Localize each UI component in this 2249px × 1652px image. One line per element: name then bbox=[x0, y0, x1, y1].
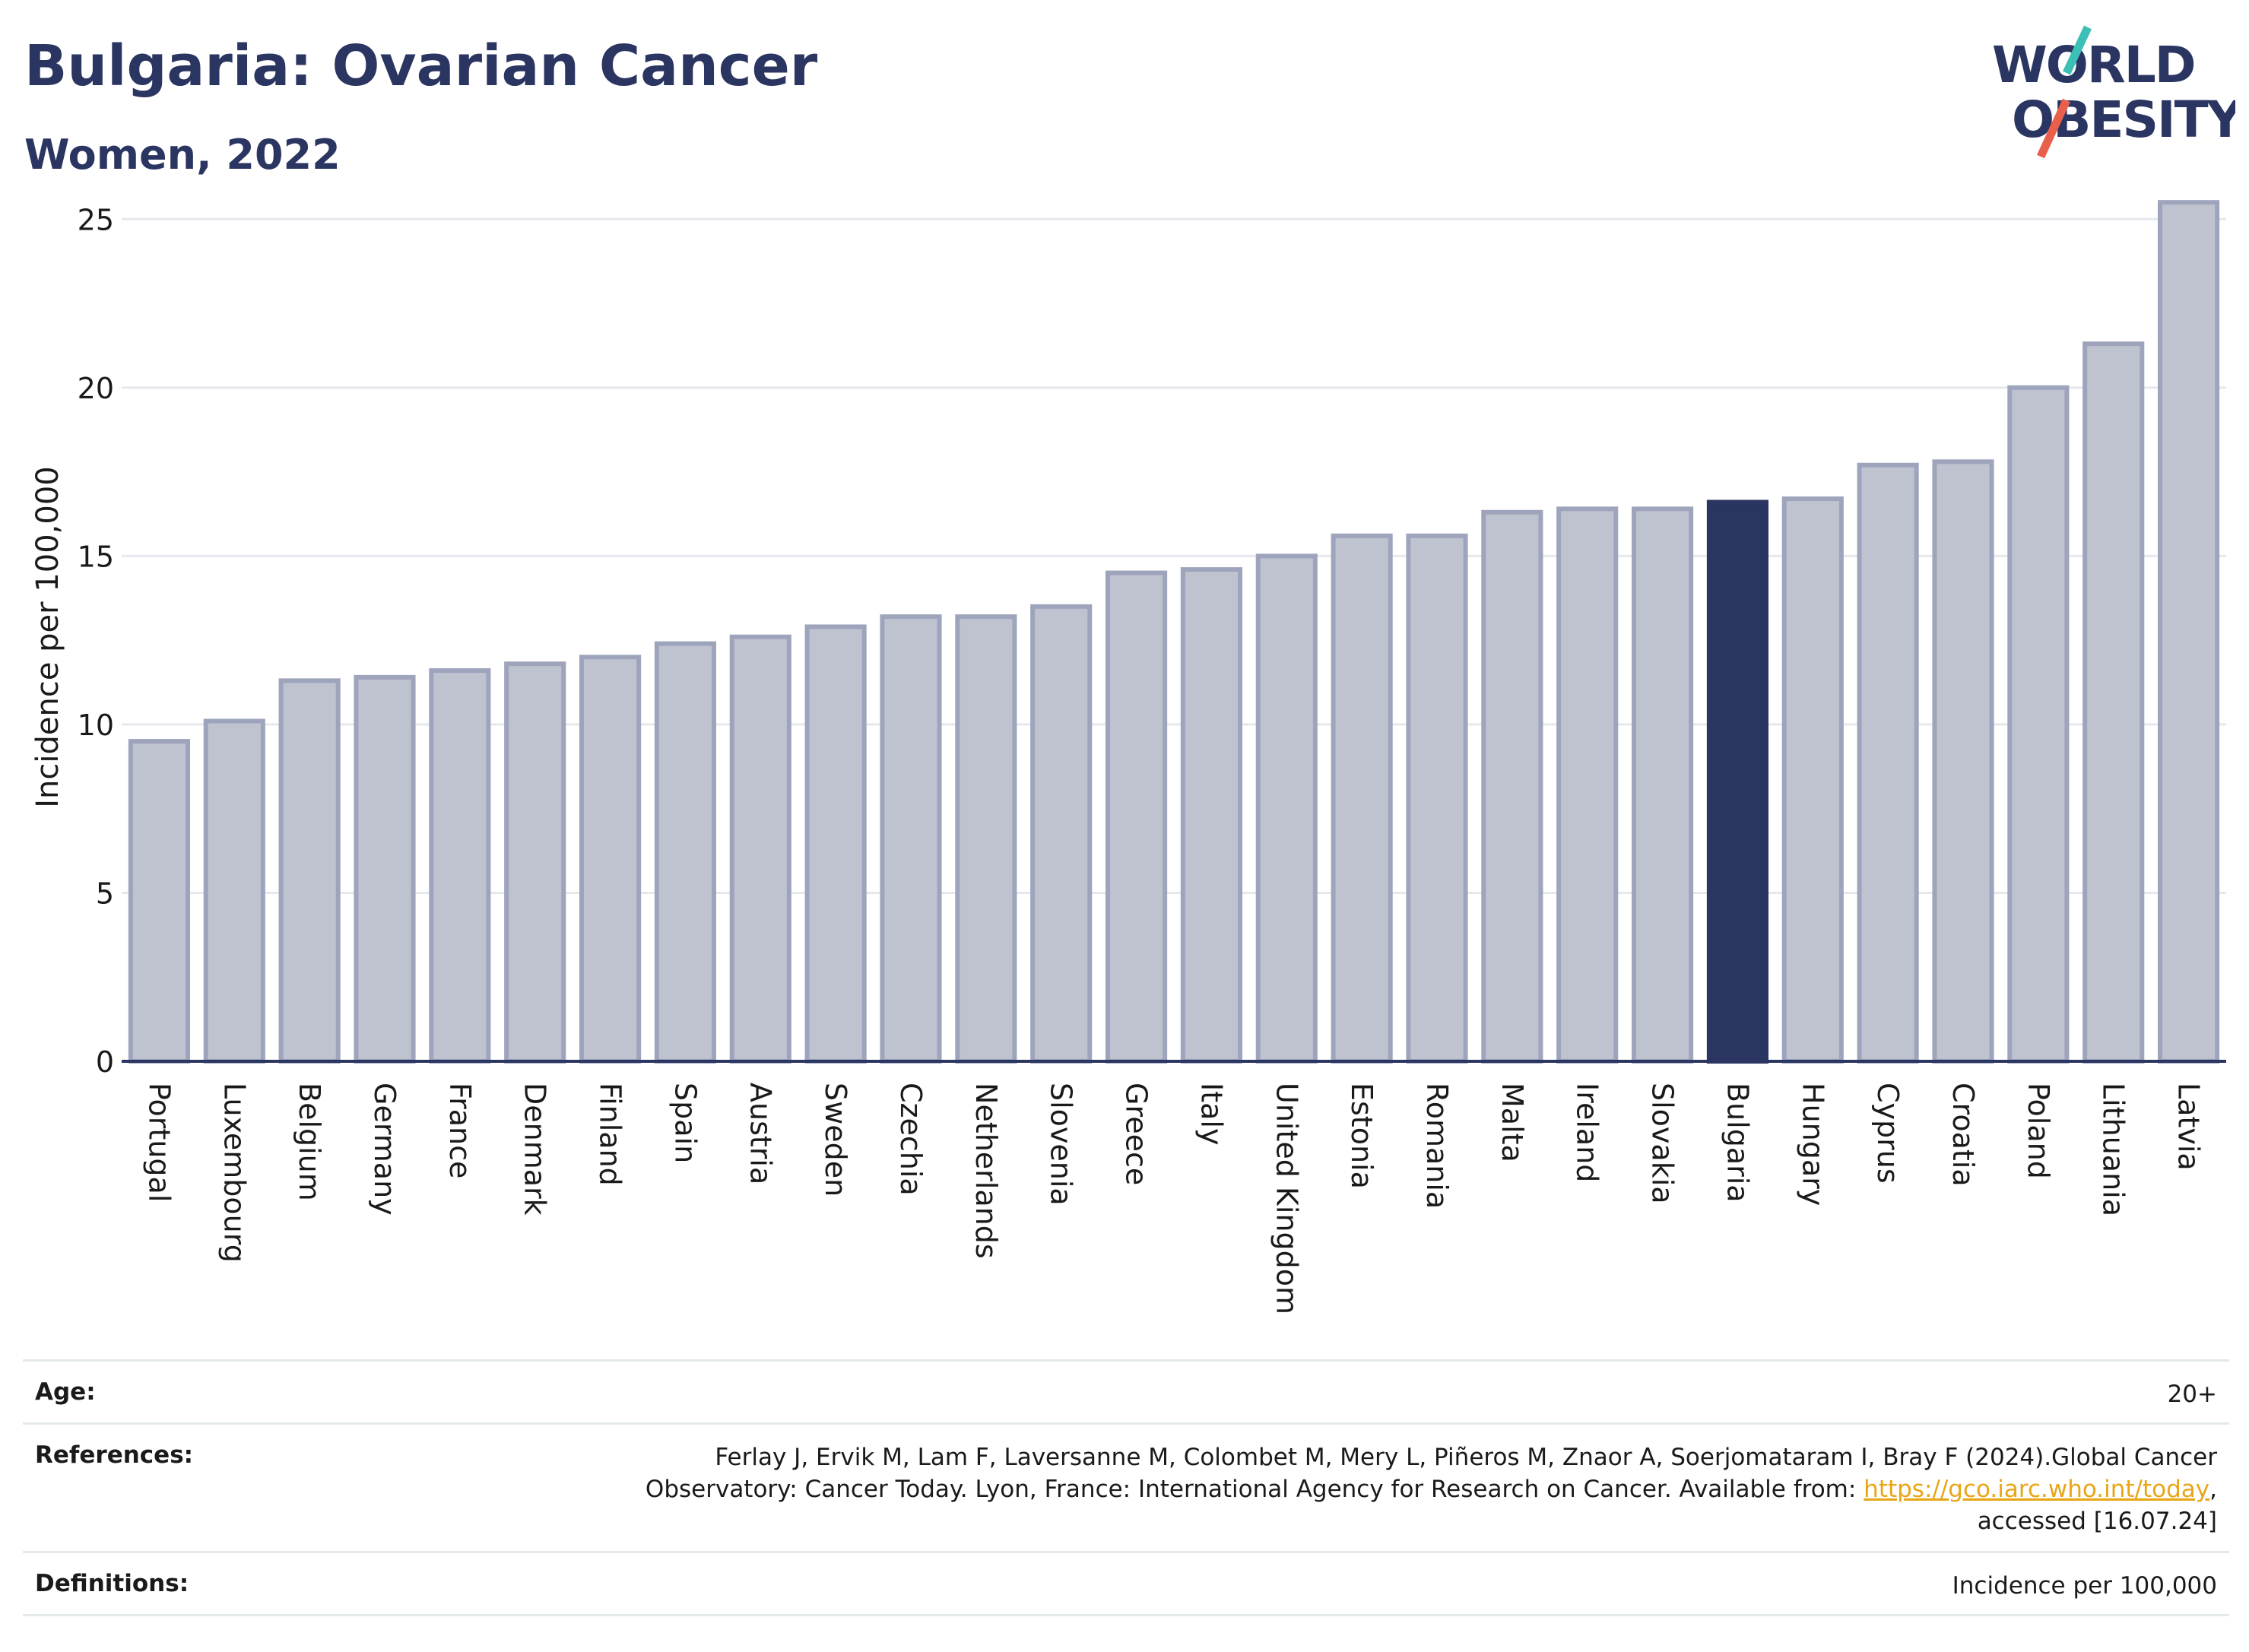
bar bbox=[1331, 533, 1393, 1064]
x-tick-label: Cyprus bbox=[1871, 1083, 1905, 1184]
bar bbox=[955, 614, 1017, 1064]
bar-chart: 0 5 10 15 20 25 Portugal Luxembourg Belgium Germ… bbox=[30, 200, 2226, 1314]
bar bbox=[429, 668, 491, 1064]
bar bbox=[1481, 509, 1543, 1064]
bar bbox=[1781, 496, 1844, 1064]
x-tick-label: United Kingdom bbox=[1270, 1083, 1303, 1314]
bars bbox=[128, 200, 2220, 1064]
x-tick-label: Germany bbox=[368, 1083, 401, 1216]
world-obesity-logo: WORLD OBESITY bbox=[1992, 25, 2235, 159]
x-tick-label: Poland bbox=[2022, 1083, 2055, 1179]
x-tick-label: Malta bbox=[1496, 1083, 1529, 1162]
bar-chart-svg: 0 5 10 15 20 25 Portugal Luxembourg Belgium Germ… bbox=[30, 200, 2226, 1314]
x-tick-label: Netherlands bbox=[969, 1083, 1003, 1259]
x-tick-label: France bbox=[443, 1083, 477, 1178]
y-tick-labels: 0 5 10 15 20 25 bbox=[78, 203, 114, 1079]
info-row-references: References: Ferlay J, Ervik M, Lam F, La… bbox=[23, 1422, 2229, 1551]
bar bbox=[579, 655, 642, 1064]
x-tick-labels: Portugal Luxembourg Belgium Germany France De… bbox=[142, 1083, 2205, 1314]
logo-line-1: WORLD bbox=[1992, 36, 2195, 94]
references-value: Ferlay J, Ervik M, Lam F, Laversanne M, … bbox=[646, 1441, 2229, 1537]
definitions-value: Incidence per 100,000 bbox=[1952, 1572, 2217, 1600]
y-axis-label: Incidence per 100,000 bbox=[30, 466, 65, 808]
bar bbox=[1030, 604, 1093, 1064]
bar bbox=[1556, 506, 1619, 1064]
bar bbox=[1857, 462, 1919, 1064]
x-tick-label: Hungary bbox=[1796, 1083, 1829, 1206]
references-line-2-text: Observatory: Cancer Today. Lyon, France:… bbox=[645, 1476, 1864, 1503]
bar bbox=[880, 614, 942, 1064]
bar bbox=[654, 641, 716, 1064]
info-row-age: Age: 20+ bbox=[23, 1359, 2229, 1422]
y-tick-label: 10 bbox=[78, 709, 114, 742]
y-tick-label: 15 bbox=[78, 540, 114, 573]
y-tick-label: 25 bbox=[78, 203, 114, 236]
bar bbox=[2082, 341, 2145, 1064]
references-label: References: bbox=[35, 1441, 194, 1469]
y-tick-label: 0 bbox=[96, 1045, 114, 1079]
bar bbox=[1406, 533, 1468, 1064]
logo-slash-coral bbox=[2037, 98, 2070, 159]
bar bbox=[1105, 570, 1168, 1064]
x-tick-label: Austria bbox=[744, 1083, 777, 1184]
page-title: Bulgaria: Ovarian Cancer bbox=[24, 33, 818, 99]
bar bbox=[2007, 385, 2070, 1064]
bar bbox=[1255, 553, 1318, 1064]
page-subtitle: Women, 2022 bbox=[24, 131, 341, 179]
age-label: Age: bbox=[35, 1378, 96, 1406]
x-tick-label: Ireland bbox=[1571, 1083, 1604, 1182]
x-tick-label: Lithuania bbox=[2097, 1083, 2130, 1216]
references-line-1: Ferlay J, Ervik M, Lam F, Laversanne M, … bbox=[715, 1444, 2217, 1471]
info-row-definitions: Definitions: Incidence per 100,000 bbox=[23, 1551, 2229, 1616]
bar bbox=[1632, 506, 1694, 1064]
y-tick-label: 5 bbox=[96, 877, 114, 910]
info-table: Age: 20+ References: Ferlay J, Ervik M, … bbox=[23, 1359, 2229, 1616]
bar bbox=[354, 674, 416, 1064]
references-line-3: accessed [16.07.24] bbox=[1977, 1508, 2217, 1535]
x-tick-label: Slovakia bbox=[1646, 1083, 1680, 1204]
bar bbox=[504, 661, 566, 1064]
x-tick-label: Latvia bbox=[2172, 1083, 2206, 1171]
x-tick-label: Slovenia bbox=[1045, 1083, 1078, 1206]
bar bbox=[804, 624, 867, 1064]
bar bbox=[1932, 459, 1994, 1064]
age-value: 20+ bbox=[2167, 1381, 2217, 1408]
bar bbox=[1180, 567, 1242, 1064]
x-tick-label: Sweden bbox=[819, 1083, 852, 1197]
x-tick-label: Italy bbox=[1194, 1083, 1228, 1145]
x-tick-label: Spain bbox=[668, 1083, 702, 1163]
bar bbox=[729, 634, 791, 1064]
logo-slash-teal bbox=[2063, 25, 2092, 75]
references-line-2-suffix: , bbox=[2209, 1476, 2217, 1503]
x-tick-label: Portugal bbox=[142, 1083, 176, 1202]
x-tick-label: Belgium bbox=[293, 1083, 326, 1201]
y-tick-label: 20 bbox=[78, 372, 114, 405]
bar bbox=[128, 739, 190, 1064]
bar bbox=[203, 718, 265, 1064]
references-link[interactable]: https://gco.iarc.who.int/today bbox=[1864, 1476, 2210, 1503]
references-line-2: Observatory: Cancer Today. Lyon, France:… bbox=[646, 1473, 2217, 1505]
bar bbox=[2158, 200, 2220, 1064]
x-tick-label: Czechia bbox=[894, 1083, 928, 1196]
x-tick-label: Bulgaria bbox=[1721, 1083, 1754, 1203]
x-tick-label: Denmark bbox=[519, 1083, 552, 1216]
x-tick-label: Estonia bbox=[1345, 1083, 1378, 1189]
x-tick-label: Finland bbox=[594, 1083, 627, 1186]
x-tick-label: Greece bbox=[1120, 1083, 1153, 1185]
x-tick-label: Croatia bbox=[1946, 1083, 1980, 1187]
bar bbox=[278, 678, 341, 1064]
x-tick-label: Luxembourg bbox=[217, 1083, 251, 1263]
definitions-label: Definitions: bbox=[35, 1570, 189, 1597]
x-tick-label: Romania bbox=[1420, 1083, 1454, 1209]
bar-highlight bbox=[1706, 499, 1768, 1064]
